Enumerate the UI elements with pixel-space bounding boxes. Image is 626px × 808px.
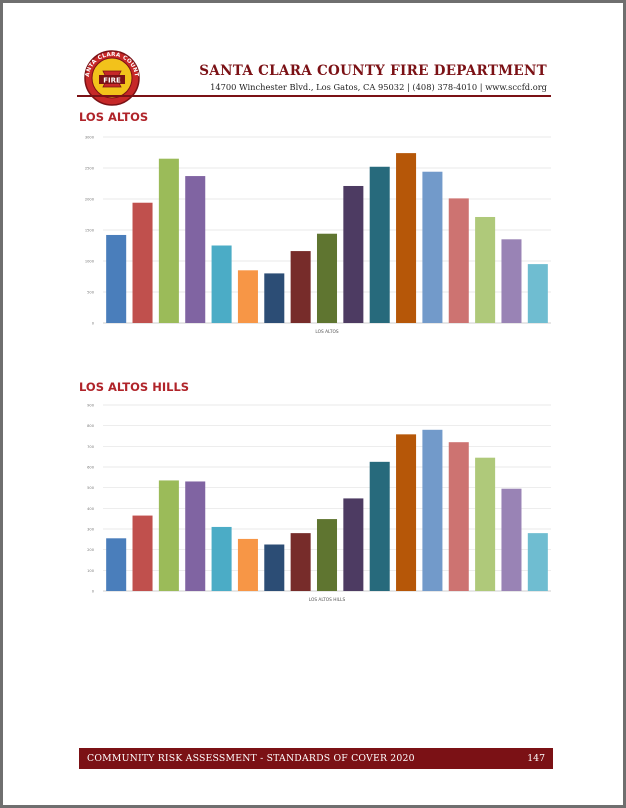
y-tick-label: 2500 xyxy=(85,167,95,171)
y-tick-label: 500 xyxy=(87,486,95,490)
chart-bar xyxy=(158,158,179,323)
chart-bar xyxy=(501,488,522,591)
x-axis-label: LOS ALTOS xyxy=(315,329,338,335)
section-title-los-altos-hills: LOS ALTOS HILLS xyxy=(79,380,190,394)
chart-bar xyxy=(396,153,417,323)
chart-bar xyxy=(343,498,364,591)
chart-bar xyxy=(475,457,496,591)
chart-bar xyxy=(290,251,311,323)
chart-bar xyxy=(316,233,338,323)
y-tick-label: 300 xyxy=(87,528,95,532)
chart-bar xyxy=(501,239,522,323)
y-tick-label: 0 xyxy=(92,322,95,326)
chart-bar xyxy=(264,273,285,323)
chart-bar xyxy=(396,434,417,591)
y-tick-label: 800 xyxy=(87,424,95,428)
chart-bar xyxy=(106,234,127,323)
los-altos-hills-bar-chart: 0 100 200 300 400 500 600 700 800 900 LOS ALTOS HI… xyxy=(87,404,551,603)
y-tick-label: 1000 xyxy=(85,260,95,264)
section-title-los-altos: LOS ALTOS xyxy=(79,110,149,124)
footer-title: COMMUNITY RISK ASSESSMENT - STANDARDS OF… xyxy=(87,753,415,764)
chart-bar xyxy=(158,480,179,591)
page-number: 147 xyxy=(527,753,545,764)
y-tick-label: 100 xyxy=(87,569,95,573)
chart-bar xyxy=(185,481,206,591)
svg-text:FIRE: FIRE xyxy=(103,76,121,84)
chart-bar xyxy=(290,533,311,591)
y-tick-label: 3000 xyxy=(85,136,95,140)
los-altos-bar-chart: 0 500 1000 1500 2000 2500 3000 LOS ALTOS xyxy=(85,136,551,335)
y-tick-label: 0 xyxy=(92,590,95,594)
chart-bar xyxy=(527,533,548,591)
chart-bar xyxy=(264,544,285,591)
chart-bar xyxy=(369,461,390,591)
chart-bar xyxy=(185,176,206,323)
header-divider xyxy=(77,95,551,97)
chart-bar xyxy=(211,526,232,591)
chart-bar xyxy=(237,270,258,323)
fire-department-logo: SANTA CLARA COUNTY FIRE xyxy=(77,48,140,106)
y-tick-label: 600 xyxy=(87,466,95,470)
chart-bar xyxy=(422,429,443,591)
y-tick-label: 2000 xyxy=(85,198,95,202)
y-tick-label: 400 xyxy=(87,507,95,511)
chart-bar xyxy=(237,538,258,591)
chart-bar xyxy=(448,198,469,323)
chart-bar xyxy=(448,442,469,591)
chart-bar xyxy=(343,185,364,323)
chart-bar xyxy=(475,216,496,323)
chart-bar xyxy=(422,171,443,323)
document-page: SANTA CLARA COUNTY FIRE SANTA CLARA COUN… xyxy=(3,3,623,805)
department-address: 14700 Winchester Blvd., Los Gatos, CA 95… xyxy=(210,82,547,92)
y-tick-label: 200 xyxy=(87,548,95,552)
x-axis-label: LOS ALTOS HILLS xyxy=(309,597,346,603)
chart-bar xyxy=(132,202,153,323)
y-tick-label: 900 xyxy=(87,404,95,408)
chart-bar xyxy=(527,264,548,323)
chart-bar xyxy=(316,519,338,591)
footer-bar: COMMUNITY RISK ASSESSMENT - STANDARDS OF… xyxy=(79,748,553,769)
y-tick-label: 500 xyxy=(87,291,95,295)
chart-bar xyxy=(211,245,232,323)
chart-bar xyxy=(369,166,390,323)
chart-bar xyxy=(132,515,153,591)
y-tick-label: 700 xyxy=(87,445,95,449)
chart-bar xyxy=(106,538,127,591)
y-tick-label: 1500 xyxy=(85,229,95,233)
department-name: SANTA CLARA COUNTY FIRE DEPARTMENT xyxy=(199,63,547,79)
